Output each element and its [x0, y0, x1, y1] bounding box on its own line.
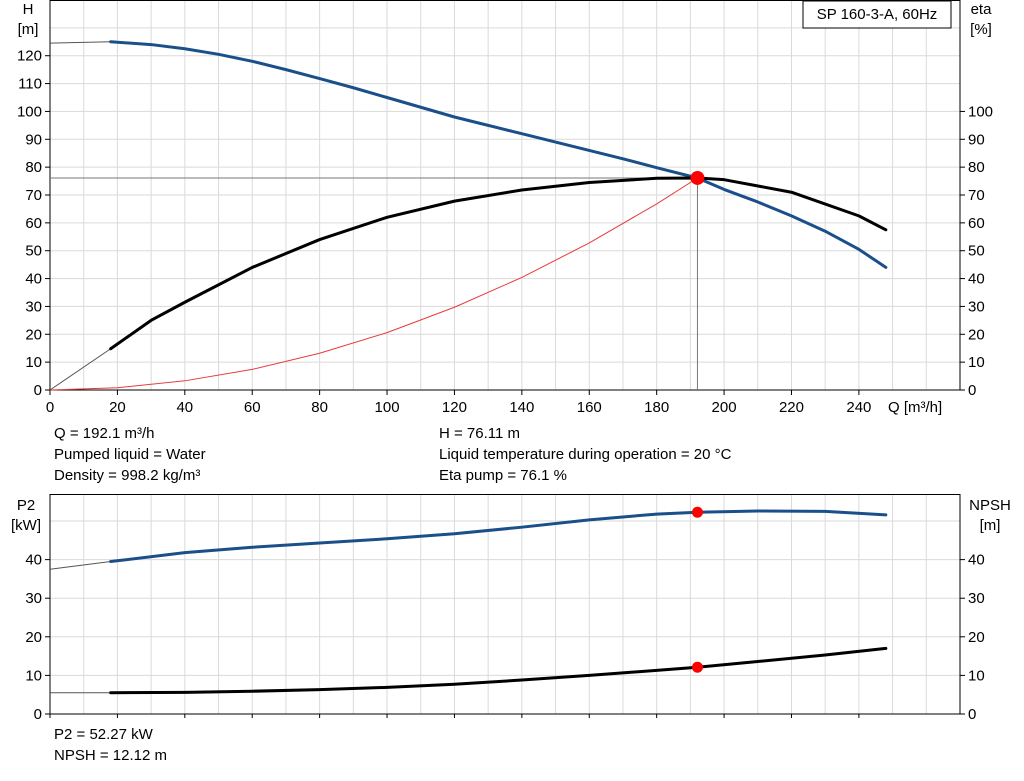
- upper-right-tick-label: 20: [968, 326, 985, 343]
- x-tick-label: 100: [375, 399, 400, 416]
- upper-right-tick-label: 100: [968, 103, 993, 120]
- upper-left-tick-label: 20: [25, 326, 42, 343]
- lower-right-tick-label: 40: [968, 552, 985, 569]
- upper-right-tick-label: 10: [968, 354, 985, 371]
- grid-layer: [50, 0, 960, 714]
- upper-right-tick-label: 60: [968, 215, 985, 232]
- ticks-layer: 0102030405060708090100110120010203040506…: [17, 48, 993, 723]
- upper-left-axis-title: H: [23, 1, 34, 18]
- pump-label: SP 160-3-A, 60Hz: [817, 6, 938, 23]
- lower-right-tick-label: 0: [968, 706, 976, 723]
- upper-left-tick-label: 90: [25, 131, 42, 148]
- lower-left-axis-title: P2: [17, 497, 35, 514]
- info-q: Q = 192.1 m³/h: [54, 425, 155, 442]
- lower-right-tick-label: 10: [968, 667, 985, 684]
- lower-left-tick-label: 0: [34, 706, 42, 723]
- x-tick-label: 240: [846, 399, 871, 416]
- info-liquid-temperature: Liquid temperature during operation = 20…: [439, 446, 732, 463]
- upper-right-tick-label: 70: [968, 187, 985, 204]
- lower-left-axis-unit: [kW]: [11, 517, 41, 534]
- x-tick-label: 220: [779, 399, 804, 416]
- info-h: H = 76.11 m: [439, 425, 521, 442]
- duty-point-marker-npsh: [691, 661, 703, 673]
- upper-left-tick-label: 120: [17, 48, 42, 65]
- x-tick-label: 20: [109, 399, 126, 416]
- x-tick-label: 0: [46, 399, 54, 416]
- lower-right-axis-unit: [m]: [980, 517, 1001, 534]
- lower-left-tick-label: 30: [25, 590, 42, 607]
- info-npsh: NPSH = 12.12 m: [54, 747, 167, 764]
- upper-right-tick-label: 50: [968, 243, 985, 260]
- upper-left-tick-label: 70: [25, 187, 42, 204]
- upper-left-axis-unit: [m]: [18, 21, 39, 38]
- upper-system-curve-curve: [49, 177, 698, 391]
- pump-label-box: [802, 0, 952, 29]
- duty-point-marker: [690, 170, 705, 185]
- upper-eta-extrapolated-line: [49, 348, 111, 391]
- upper-left-tick-label: 10: [25, 354, 42, 371]
- upper-left-tick-label: 60: [25, 215, 42, 232]
- x-tick-label: 40: [176, 399, 193, 416]
- upper-left-tick-label: 100: [17, 103, 42, 120]
- lower-npsh-curve: [109, 646, 888, 695]
- info-eta-pump: Eta pump = 76.1 %: [439, 467, 567, 484]
- upper-left-tick-label: 0: [34, 382, 42, 399]
- x-tick-label: 60: [244, 399, 261, 416]
- upper-left-tick-label: 80: [25, 159, 42, 176]
- upper-right-tick-label: 80: [968, 159, 985, 176]
- duty-point-marker-p2: [691, 506, 703, 518]
- lower-right-tick-label: 20: [968, 629, 985, 646]
- upper-right-tick-label: 90: [968, 131, 985, 148]
- upper-right-tick-label: 40: [968, 271, 985, 288]
- upper-right-axis-unit: [%]: [970, 21, 992, 38]
- lower-right-axis-title: NPSH: [969, 497, 1011, 514]
- upper-right-axis-title: eta: [971, 1, 993, 18]
- x-tick-label: 200: [712, 399, 737, 416]
- upper-left-tick-label: 50: [25, 243, 42, 260]
- lower-p2-curve: [109, 509, 888, 564]
- x-tick-label: 180: [644, 399, 669, 416]
- x-tick-label: 80: [311, 399, 328, 416]
- upper-left-tick-label: 30: [25, 298, 42, 315]
- x-tick-label: 160: [577, 399, 602, 416]
- upper-right-tick-label: 0: [968, 382, 976, 399]
- lower-left-tick-label: 40: [25, 552, 42, 569]
- lower-p2-extrapolated-line: [49, 561, 111, 570]
- upper-eta-curve: [109, 176, 888, 351]
- axes-layer: [49, 0, 961, 715]
- info-p2: P2 = 52.27 kW: [54, 726, 153, 743]
- x-axis-label: Q [m³/h]: [888, 399, 942, 416]
- info-pumped-liquid: Pumped liquid = Water: [54, 446, 206, 463]
- lower-right-tick-label: 30: [968, 590, 985, 607]
- series-layer: [49, 40, 888, 695]
- info-density: Density = 998.2 kg/m³: [54, 467, 201, 484]
- upper-h-curve: [109, 40, 888, 269]
- upper-right-tick-label: 30: [968, 298, 985, 315]
- lower-plot-frame: [49, 494, 961, 715]
- x-tick-label: 140: [509, 399, 534, 416]
- lower-left-tick-label: 20: [25, 629, 42, 646]
- x-tick-label: 120: [442, 399, 467, 416]
- upper-h-extrapolated-line: [49, 41, 111, 44]
- upper-left-tick-label: 40: [25, 271, 42, 288]
- lower-left-tick-label: 10: [25, 667, 42, 684]
- upper-left-tick-label: 110: [18, 76, 42, 93]
